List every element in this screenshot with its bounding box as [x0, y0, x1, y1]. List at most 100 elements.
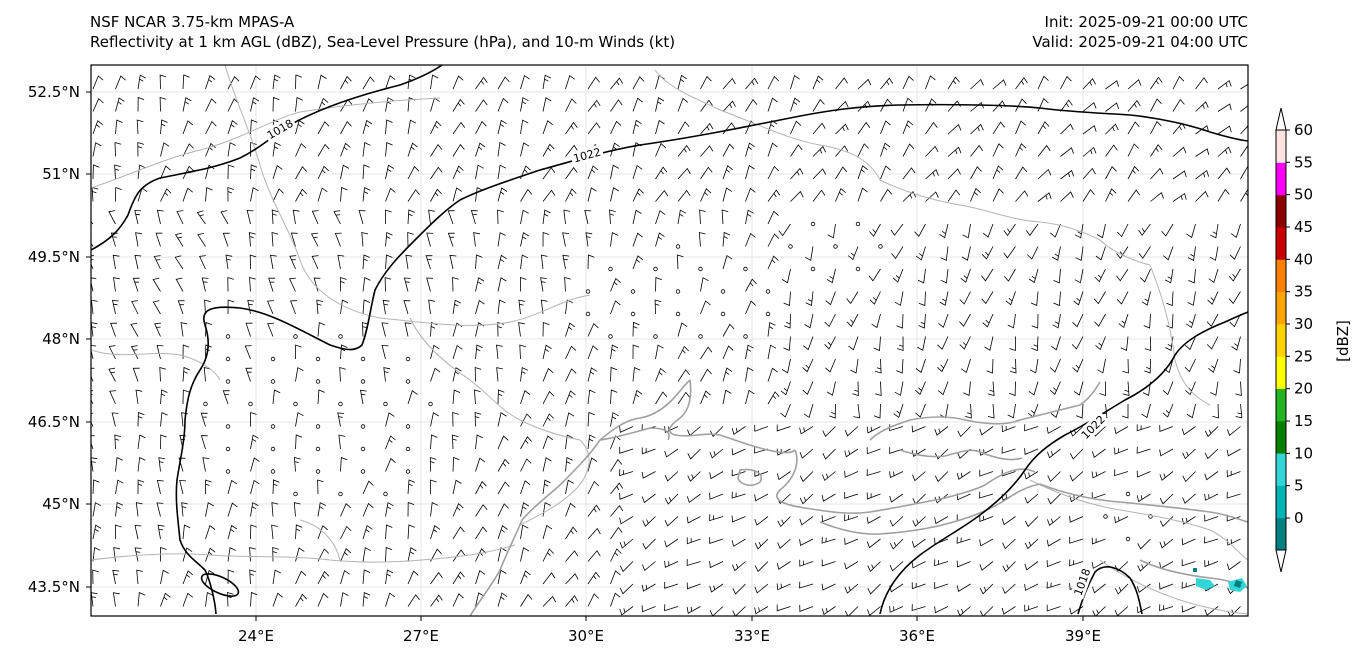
- wind-barb: [565, 457, 573, 472]
- wind-barb: [1037, 168, 1052, 180]
- wind-barb: [655, 119, 665, 135]
- wind-barb: [92, 569, 99, 585]
- wind-barb: [1029, 358, 1039, 374]
- wind-barb: [610, 164, 619, 180]
- wind-barb: [1069, 606, 1084, 615]
- calm-wind-marker: [315, 356, 321, 362]
- wind-barb: [610, 300, 621, 315]
- field-title: Reflectivity at 1 km AGL (dBZ), Sea-Leve…: [90, 33, 676, 51]
- wind-barb: [1069, 471, 1084, 482]
- wind-barb: [520, 119, 529, 135]
- wind-barb: [132, 277, 140, 292]
- wind-barb: [767, 391, 780, 405]
- wind-barb: [92, 524, 102, 540]
- wind-barb: [295, 434, 303, 450]
- wind-barb: [619, 447, 634, 454]
- wind-barb: [1024, 516, 1039, 528]
- wind-barb: [385, 592, 396, 607]
- wind-barb: [1121, 404, 1129, 419]
- wind-barb: [835, 123, 849, 135]
- wind-barb: [632, 255, 644, 270]
- wind-barb: [475, 457, 486, 472]
- wind-barb: [970, 101, 984, 112]
- wind-barb: [664, 448, 679, 458]
- wind-barb: [686, 516, 701, 524]
- wind-barb: [1212, 403, 1219, 419]
- wind-barb: [317, 143, 330, 157]
- wind-barb: [1186, 403, 1196, 419]
- wind-barb: [475, 120, 487, 135]
- calm-wind-marker: [315, 424, 321, 429]
- wind-barb: [475, 164, 484, 180]
- wind-barb: [497, 119, 507, 135]
- calm-wind-marker: [338, 334, 343, 339]
- wind-barb: [610, 412, 619, 427]
- wind-barb: [1127, 79, 1142, 90]
- wind-barb: [497, 321, 504, 337]
- lat-tick-48: 48°N: [42, 330, 80, 348]
- wind-barb: [362, 76, 375, 90]
- wind-barb: [632, 188, 644, 202]
- wind-barb: [1001, 606, 1016, 615]
- wind-barb: [619, 425, 634, 433]
- wind-barb: [610, 277, 621, 292]
- wind-barb: [1230, 223, 1241, 238]
- wind-barb: [542, 367, 554, 382]
- wind-barb: [385, 502, 394, 517]
- wind-barb: [175, 277, 184, 292]
- wind-barb: [610, 344, 619, 360]
- wind-barb: [1136, 470, 1151, 478]
- wind-barb: [475, 277, 485, 292]
- wind-barb: [835, 145, 849, 157]
- wind-barb: [385, 524, 393, 540]
- wind-barb: [311, 210, 319, 225]
- wind-barb: [780, 381, 791, 396]
- wind-barb: [1181, 581, 1196, 589]
- calm-wind-marker: [203, 401, 208, 407]
- wind-barb: [686, 537, 701, 545]
- wind-barb: [250, 479, 260, 495]
- wind-barb: [610, 505, 624, 517]
- wind-barb: [362, 164, 370, 180]
- wind-barb: [174, 255, 184, 270]
- wind-barb: [272, 389, 281, 405]
- wind-barb: [776, 561, 791, 570]
- wind-barb: [1204, 448, 1219, 460]
- wind-barb: [610, 592, 621, 607]
- wind-barb: [497, 277, 507, 292]
- wind-barb: [776, 583, 791, 591]
- wind-barb: [1060, 123, 1074, 135]
- wind-barb: [295, 547, 305, 562]
- wind-barb: [754, 493, 769, 502]
- wind-barb: [587, 367, 597, 382]
- wind-barb: [358, 210, 366, 225]
- wind-barb: [542, 572, 556, 585]
- wind-barb: [1235, 381, 1242, 397]
- wind-barb: [1161, 223, 1174, 237]
- wind-barb: [1114, 606, 1129, 616]
- wind-barb: [889, 424, 904, 432]
- wind-barb: [520, 436, 532, 450]
- wind-barb: [965, 403, 972, 419]
- wind-barb: [992, 121, 1005, 135]
- wind-barb: [1024, 471, 1039, 480]
- wind-barb: [918, 313, 926, 329]
- wind-barb: [632, 76, 645, 90]
- wind-barb: [827, 223, 836, 239]
- wind-barb: [1172, 170, 1187, 180]
- wind-barb: [182, 389, 190, 405]
- colorbar-tick-label: 25: [1294, 347, 1313, 365]
- wind-barb: [1233, 358, 1241, 374]
- wind-barb: [847, 246, 859, 261]
- wind-barb: [1095, 336, 1106, 351]
- wind-barb: [960, 268, 971, 283]
- wind-barb: [610, 77, 624, 90]
- wind-barb: [565, 98, 577, 112]
- wind-barb: [136, 569, 143, 585]
- wind-barb: [799, 538, 814, 547]
- wind-barb: [475, 526, 488, 540]
- wind-barb: [1166, 291, 1174, 307]
- wind-barb: [655, 391, 668, 405]
- wind-barb: [700, 166, 713, 180]
